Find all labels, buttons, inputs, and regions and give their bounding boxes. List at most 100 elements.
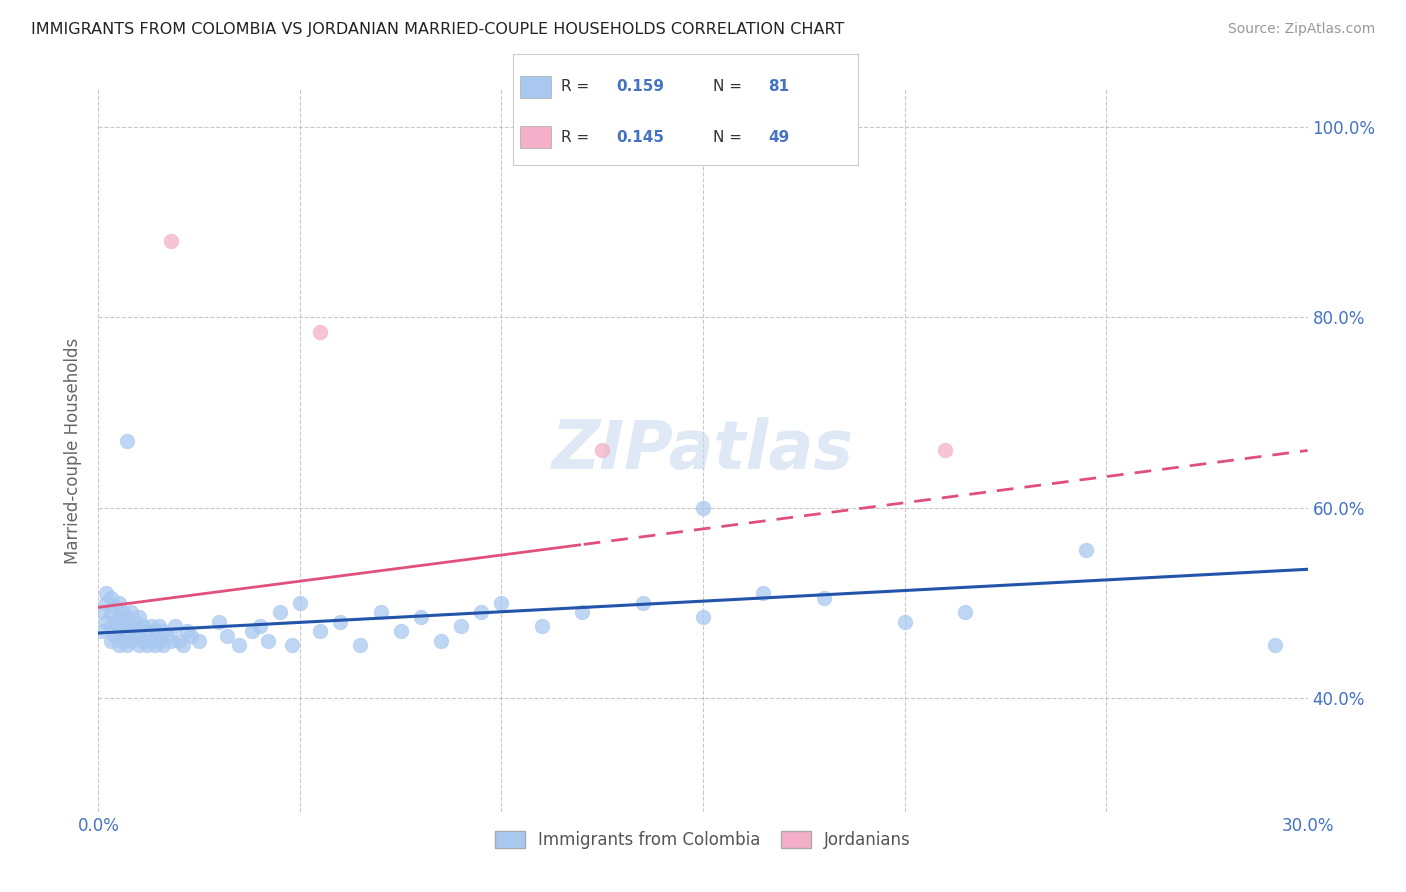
Point [100, 633, 122, 648]
Point [120, 633, 142, 648]
Text: Source: ZipAtlas.com: Source: ZipAtlas.com [1227, 22, 1375, 37]
Point [132, 619, 155, 633]
Point [152, 624, 174, 639]
Point [128, 624, 150, 639]
Point [100, 591, 122, 605]
Point [893, 615, 915, 629]
Point [389, 624, 412, 639]
Point [953, 605, 976, 619]
Point [491, 596, 513, 610]
Point [692, 610, 714, 624]
Point [135, 624, 157, 639]
Bar [520, 126, 551, 148]
Point [111, 619, 134, 633]
Point [107, 624, 129, 639]
Point [91, 605, 114, 619]
Point [176, 624, 198, 639]
Point [752, 586, 775, 600]
Point [115, 638, 138, 652]
Point [135, 638, 157, 652]
Point [115, 624, 138, 639]
Point [115, 610, 138, 624]
Point [370, 605, 392, 619]
Point [288, 596, 311, 610]
Point [1264, 638, 1286, 652]
Point [309, 325, 332, 339]
Point [450, 619, 472, 633]
Point [143, 638, 166, 652]
Point [160, 235, 183, 249]
Point [269, 605, 291, 619]
Point [240, 624, 263, 639]
Point [100, 619, 122, 633]
Point [249, 619, 271, 633]
Text: IMMIGRANTS FROM COLOMBIA VS JORDANIAN MARRIED-COUPLE HOUSEHOLDS CORRELATION CHAR: IMMIGRANTS FROM COLOMBIA VS JORDANIAN MA… [31, 22, 845, 37]
Point [139, 633, 162, 648]
Point [188, 633, 211, 648]
Point [256, 633, 278, 648]
Text: N =: N = [713, 79, 747, 95]
Point [103, 629, 125, 643]
Point [591, 443, 613, 458]
Point [128, 638, 150, 652]
Point [107, 596, 129, 610]
Point [530, 619, 553, 633]
Point [217, 629, 239, 643]
Point [329, 615, 352, 629]
Point [156, 629, 179, 643]
Point [132, 633, 155, 648]
Point [111, 605, 134, 619]
Point [692, 500, 714, 515]
Point [103, 615, 125, 629]
Point [180, 629, 202, 643]
Point [124, 629, 146, 643]
Point [124, 615, 146, 629]
Point [160, 633, 183, 648]
Text: ZIPatlas: ZIPatlas [553, 417, 853, 483]
Point [100, 605, 122, 619]
Point [172, 638, 194, 652]
Point [409, 610, 432, 624]
Point [115, 434, 138, 448]
Point [96, 615, 118, 629]
Point [148, 619, 170, 633]
Point [120, 605, 142, 619]
Text: N =: N = [713, 129, 747, 145]
Point [152, 638, 174, 652]
Point [349, 638, 371, 652]
Point [107, 610, 129, 624]
Point [128, 610, 150, 624]
Point [96, 596, 118, 610]
Point [107, 638, 129, 652]
Point [167, 633, 190, 648]
Point [143, 624, 166, 639]
Point [228, 638, 250, 652]
Text: 81: 81 [768, 79, 789, 95]
Point [1074, 543, 1097, 558]
Text: 0.159: 0.159 [616, 79, 665, 95]
Point [631, 596, 654, 610]
Point [120, 619, 142, 633]
Point [163, 619, 186, 633]
Point [813, 591, 835, 605]
Point [934, 443, 956, 458]
Text: R =: R = [561, 129, 595, 145]
Point [208, 615, 231, 629]
Point [309, 624, 332, 639]
Point [111, 633, 134, 648]
Point [139, 619, 162, 633]
Legend: Immigrants from Colombia, Jordanians: Immigrants from Colombia, Jordanians [486, 822, 920, 857]
Point [571, 605, 593, 619]
Point [430, 633, 453, 648]
Y-axis label: Married-couple Households: Married-couple Households [65, 337, 83, 564]
Point [91, 624, 114, 639]
Point [103, 600, 125, 615]
Text: R =: R = [561, 79, 595, 95]
Text: 49: 49 [768, 129, 789, 145]
Bar [520, 76, 551, 98]
Point [470, 605, 492, 619]
Point [148, 633, 170, 648]
Text: 0.145: 0.145 [616, 129, 665, 145]
Point [96, 586, 118, 600]
Point [281, 638, 304, 652]
